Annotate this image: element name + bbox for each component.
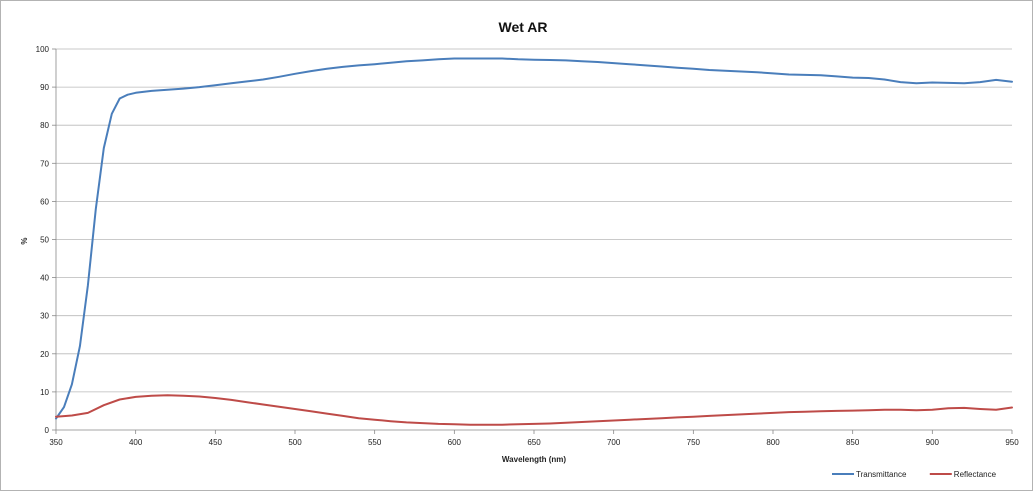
y-tick-label: 50	[40, 236, 49, 245]
x-axis-title: Wavelength (nm)	[502, 455, 566, 464]
series-lines	[55, 57, 1013, 426]
tick-labels: 0 10 20 30 40 50 60 70 80 90 100 350 400 450 500 550 600…	[36, 45, 1020, 447]
x-tick-label: 800	[766, 438, 780, 447]
x-tick-label: 600	[448, 438, 462, 447]
y-tick-label: 10	[40, 388, 49, 397]
y-tick-label: 80	[40, 121, 49, 130]
x-tick-label: 500	[288, 438, 302, 447]
series-line-transmittance	[55, 57, 1013, 420]
x-tick-label: 550	[368, 438, 382, 447]
y-tick-label: 40	[40, 274, 49, 283]
series-line-reflectance	[55, 394, 1013, 426]
y-tick-label: 70	[40, 159, 49, 168]
y-axis-title: %	[20, 237, 29, 244]
y-tick-label: 90	[40, 83, 49, 92]
chart-title: Wet AR	[499, 19, 548, 35]
x-tick-label: 900	[926, 438, 940, 447]
x-tick-label: 650	[527, 438, 541, 447]
legend-label-transmittance: Transmittance	[856, 470, 907, 479]
x-tick-label: 700	[607, 438, 621, 447]
y-tick-label: 60	[40, 197, 49, 206]
y-tick-label: 100	[36, 45, 50, 54]
legend: Transmittance Reflectance	[832, 470, 997, 479]
x-tick-label: 350	[49, 438, 63, 447]
x-tick-label: 400	[129, 438, 143, 447]
axes	[52, 48, 1013, 434]
x-tick-label: 850	[846, 438, 860, 447]
x-tick-label: 950	[1005, 438, 1019, 447]
y-tick-label: 30	[40, 312, 49, 321]
x-tick-label: 450	[209, 438, 223, 447]
y-tick-label: 20	[40, 350, 49, 359]
y-tick-label: 0	[45, 426, 50, 435]
legend-label-reflectance: Reflectance	[954, 470, 997, 479]
grid-lines	[56, 48, 1012, 393]
x-tick-label: 750	[687, 438, 701, 447]
